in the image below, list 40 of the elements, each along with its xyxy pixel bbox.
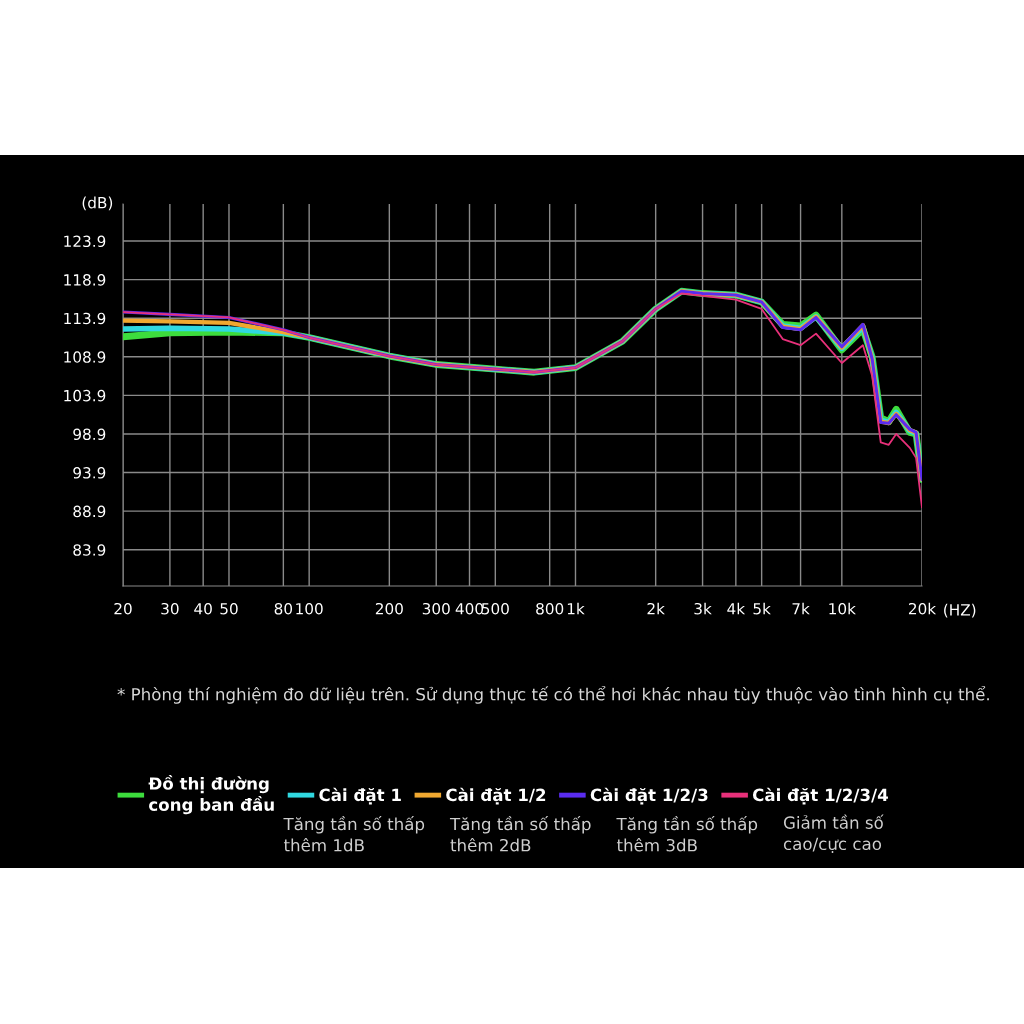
y-tick-label: 93.9 xyxy=(73,467,106,479)
legend-label: Cài đặt 1/2/3/4 xyxy=(752,787,888,805)
text: Tăng tần số thấp thêm 2dB xyxy=(449,816,591,852)
x-tick-label: 80 xyxy=(274,602,293,615)
x-tick-label: 4k xyxy=(727,602,746,615)
legend-label: Cài đặt 1/2 xyxy=(446,787,546,805)
x-tick-label: 50 xyxy=(220,602,238,615)
x-tick-label: 10k xyxy=(829,602,856,615)
y-axis-title: (dB) xyxy=(82,196,113,211)
x-tick-label: 200 xyxy=(375,602,403,615)
y-tick-label: 123.9 xyxy=(64,235,106,248)
legend-label: Đồ thị đường cong ban đầu xyxy=(148,775,274,815)
x-tick-label: 1k xyxy=(567,602,585,615)
text: Giảm tần số cao/cực cao xyxy=(783,814,884,853)
y-tick-label: 83.9 xyxy=(73,544,106,556)
y-tick-label: 88.9 xyxy=(73,505,106,518)
x-tick-label: 5k xyxy=(753,602,771,615)
text: * Phòng thí nghiệm đo dữ liệu trên. Sử dụng thực tế có thể hơi khác nhau tùy thuộc vào tình hình cụ thể. xyxy=(117,686,989,704)
text: Tăng tần số thấp thêm 1dB xyxy=(283,816,425,852)
x-tick-label: 3k xyxy=(694,602,712,615)
y-tick-label: 98.9 xyxy=(73,428,106,440)
x-tick-label: 500 xyxy=(481,602,509,615)
x-tick-label: 300 xyxy=(422,602,450,615)
x-tick-label: 100 xyxy=(296,602,323,615)
x-tick-label: 30 xyxy=(161,602,179,615)
legend-label: Cài đặt 1/2/3 xyxy=(590,787,708,805)
y-tick-label: 113.9 xyxy=(64,312,106,325)
x-tick-label: 20 xyxy=(114,602,132,615)
x-axis-title: (HZ) xyxy=(944,603,976,618)
text: Tăng tần số thấp thêm 3dB xyxy=(616,816,758,852)
y-tick-label: 103.9 xyxy=(64,389,106,402)
x-tick-label: 800 xyxy=(536,602,564,615)
x-tick-label: 7k xyxy=(792,602,810,615)
y-tick-label: 118.9 xyxy=(64,274,106,286)
legend-label: Cài đặt 1 xyxy=(319,787,401,805)
x-tick-label: 400 xyxy=(455,602,484,615)
x-tick-label: 20k xyxy=(908,602,937,615)
x-tick-label: 40 xyxy=(194,602,212,615)
x-tick-label: 2k xyxy=(647,602,665,615)
y-tick-label: 108.9 xyxy=(64,351,106,363)
